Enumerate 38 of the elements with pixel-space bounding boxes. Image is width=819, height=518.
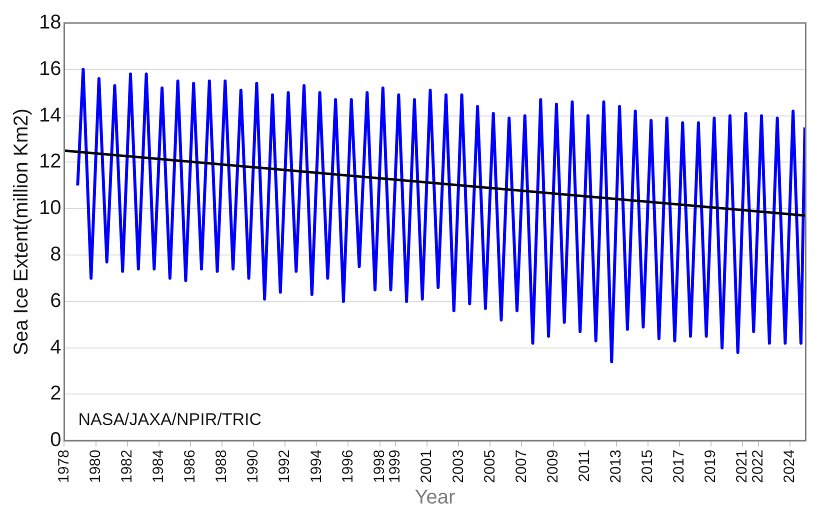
x-tick-label: 2015 [639,450,656,484]
y-tick-label: 18 [38,12,62,34]
x-tick-label: 2005 [481,450,498,484]
x-tick-label: 2003 [450,450,467,484]
x-tick-label: 2017 [670,450,688,484]
x-tick-label: 1998 [370,450,388,484]
y-tick-label: 0 [50,429,62,452]
x-tick-label: 2013 [608,450,625,484]
y-axis-title: Sea Ice Extent(million Km2) [10,108,33,356]
x-tick-label: 2001 [418,450,436,484]
y-tick-label: 14 [38,104,62,126]
y-tick-label: 16 [38,58,62,80]
x-tick-label: 1986 [182,450,199,484]
y-tick-label: 2 [50,382,62,405]
x-tick-label: 1992 [276,450,294,484]
y-tick-label: 6 [50,290,62,312]
x-tick-label: 1990 [244,450,262,484]
x-tick-label: 1988 [213,450,230,484]
x-tick-label: 2019 [702,450,720,484]
x-axis-title: Year [414,486,456,509]
x-tick-label: 1996 [339,450,356,484]
x-tick-label: 1978 [55,450,72,484]
y-tick-label: 8 [50,244,62,266]
x-tick-label: 2011 [576,450,593,482]
annotation: NASA/JAXA/NPIR/TRIC [78,410,262,429]
x-tick-label: 2024 [781,450,798,484]
x-tick-label: 1994 [308,450,325,484]
x-tick-label: 1980 [86,450,104,484]
x-tick-label: 1984 [150,450,168,484]
x-tick-label: 2009 [544,450,562,484]
x-tick-label: 2021 [734,450,751,484]
x-tick-label: 2007 [512,450,530,484]
x-tick-label: 1999 [386,450,404,484]
y-tick-label: 4 [50,336,62,358]
x-tick-label: 1982 [118,450,136,484]
y-tick-label: 12 [38,150,62,173]
y-tick-label: 10 [38,197,62,220]
x-tick-label: 2022 [750,450,767,484]
